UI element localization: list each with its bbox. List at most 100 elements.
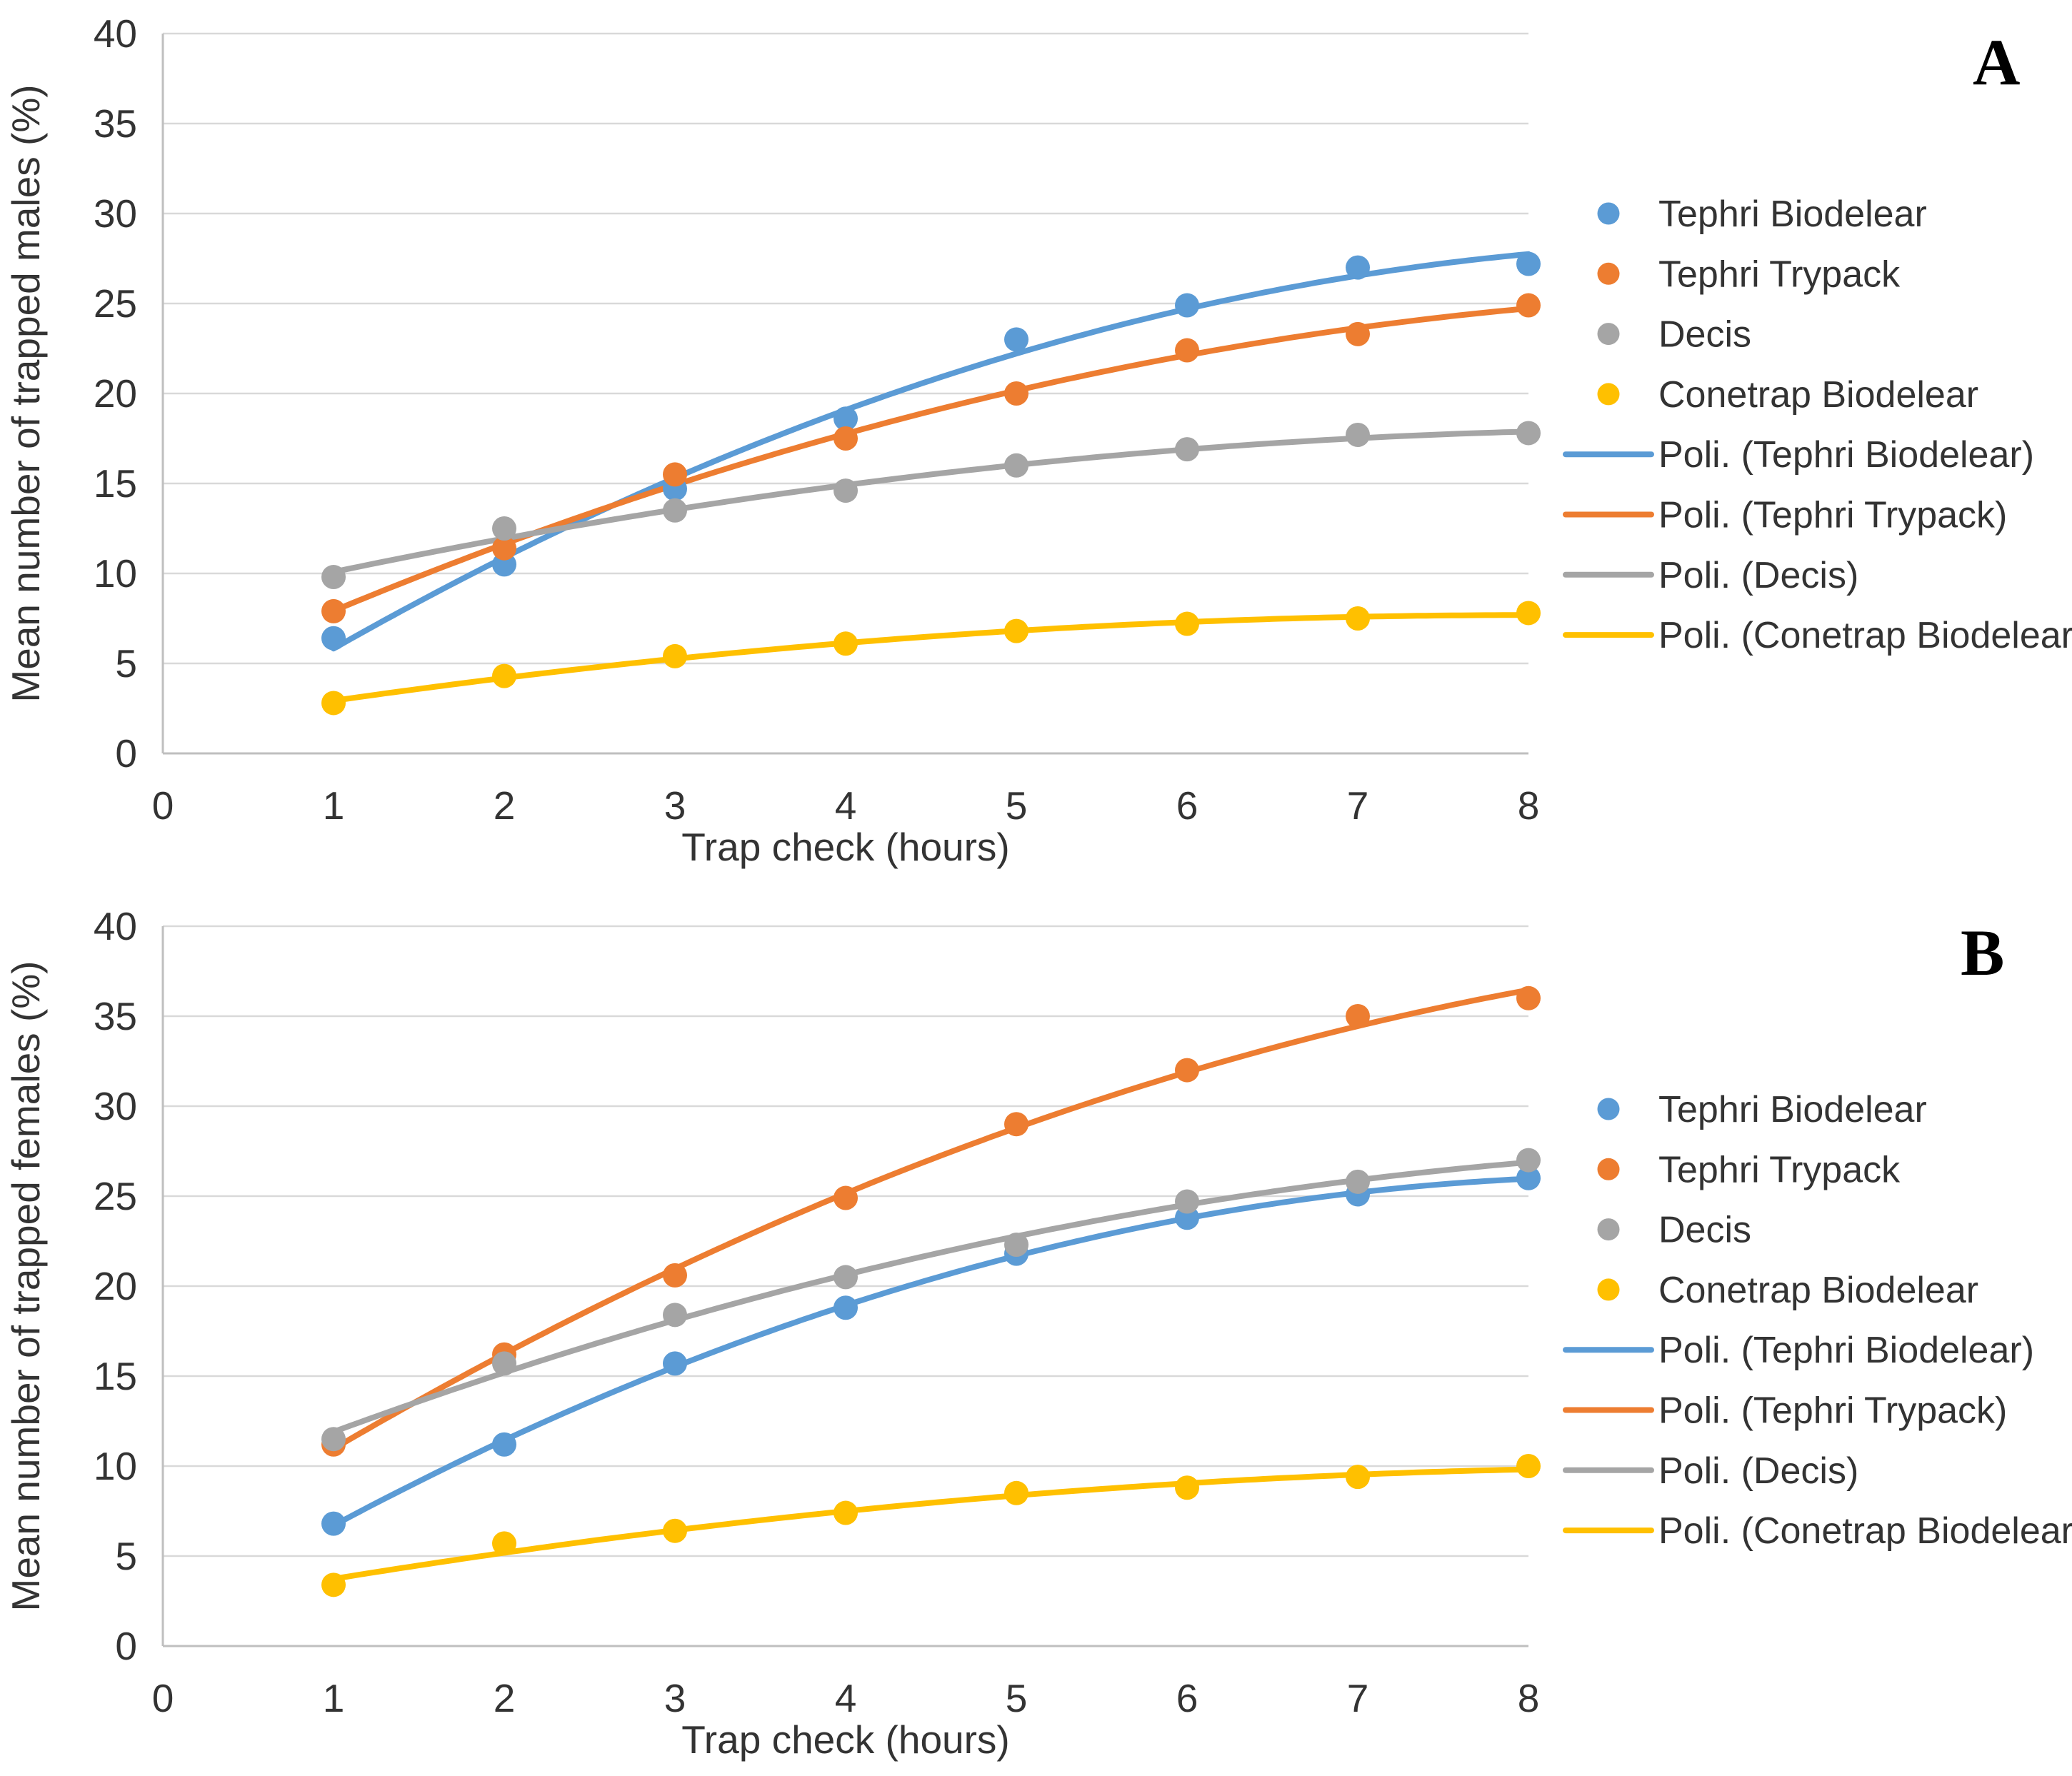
datapoint-tephri-trypack bbox=[492, 536, 516, 561]
x-tick-label: 2 bbox=[494, 783, 516, 828]
legend-item: Poli. (Decis) bbox=[1563, 555, 1858, 596]
legend-label: Poli. (Decis) bbox=[1658, 555, 1858, 596]
legend-label: Poli. (Decis) bbox=[1658, 1450, 1858, 1492]
datapoint-conetrap-biodelear bbox=[1004, 1480, 1029, 1505]
datapoint-tephri-biodelear bbox=[1516, 1165, 1541, 1190]
x-tick-label: 7 bbox=[1347, 783, 1369, 828]
legend-item: Poli. (Tephri Biodelear) bbox=[1563, 434, 2034, 476]
datapoint-decis bbox=[321, 1427, 346, 1452]
datapoint-decis bbox=[663, 1303, 687, 1328]
panel-letter: A bbox=[1973, 26, 2020, 99]
trendline-conetrap-biodelear bbox=[331, 612, 1531, 704]
y-tick-label: 35 bbox=[94, 101, 137, 146]
trendline-tephri-trypack bbox=[331, 987, 1531, 1452]
y-tick-label: 10 bbox=[94, 1444, 137, 1488]
x-tick-label: 7 bbox=[1347, 1676, 1369, 1720]
x-tick-label: 1 bbox=[323, 783, 345, 828]
y-tick-label: 20 bbox=[94, 1264, 137, 1308]
datapoint-conetrap-biodelear bbox=[1516, 1454, 1541, 1478]
legend-item: Conetrap Biodelear bbox=[1597, 1270, 1978, 1311]
datapoint-decis bbox=[1346, 1169, 1370, 1194]
datapoint-decis bbox=[1175, 437, 1199, 462]
y-tick-label: 15 bbox=[94, 1354, 137, 1398]
datapoint-tephri-biodelear bbox=[321, 1511, 346, 1536]
legend-marker-dot-icon bbox=[1597, 1278, 1620, 1301]
y-tick-label: 0 bbox=[115, 731, 137, 776]
datapoint-conetrap-biodelear bbox=[321, 691, 346, 716]
legend-marker-dot-icon bbox=[1597, 1098, 1620, 1120]
datapoint-decis bbox=[663, 498, 687, 523]
y-tick-label: 40 bbox=[94, 11, 137, 56]
datapoint-tephri-trypack bbox=[834, 1185, 858, 1210]
x-tick-label: 3 bbox=[664, 1676, 686, 1720]
legend-label: Tephri Biodelear bbox=[1658, 194, 1927, 235]
x-tick-label: 5 bbox=[1006, 783, 1028, 828]
legend-item: Tephri Trypack bbox=[1597, 1149, 1901, 1190]
datapoint-tephri-biodelear bbox=[1175, 293, 1199, 318]
panel-A: 0 5 10 15 20 25 30 35 40 0 1 2 3 4 5 6 7 8 Trap check (hou… bbox=[4, 11, 2072, 869]
legend-marker-dot-icon bbox=[1597, 323, 1620, 346]
legend-label: Decis bbox=[1658, 1210, 1751, 1251]
legend-label: Conetrap Biodelear bbox=[1658, 1270, 1978, 1311]
y-tick-label: 25 bbox=[94, 1174, 137, 1218]
legend-marker-dot-icon bbox=[1597, 383, 1620, 406]
datapoint-tephri-trypack bbox=[1175, 1058, 1199, 1083]
x-tick-label: 5 bbox=[1006, 1676, 1028, 1720]
datapoint-conetrap-biodelear bbox=[1175, 611, 1199, 636]
panel-B: 0 5 10 15 20 25 30 35 40 0 1 2 3 4 5 6 7 8 Trap check (hou… bbox=[4, 904, 2072, 1762]
datapoint-conetrap-biodelear bbox=[1516, 601, 1541, 626]
legend-marker-dot-icon bbox=[1597, 262, 1620, 285]
y-axis-title: Mean number of trapped males (%) bbox=[4, 84, 48, 702]
legend-item: Poli. (Tephri Trypack) bbox=[1563, 1390, 2007, 1432]
x-axis-title: Trap check (hours) bbox=[681, 825, 1010, 869]
x-tick-label: 1 bbox=[323, 1676, 345, 1720]
datapoint-tephri-biodelear bbox=[1004, 327, 1029, 352]
datapoint-conetrap-biodelear bbox=[834, 631, 858, 656]
legend-label: Poli. (Conetrap Biodelear) bbox=[1658, 1510, 2072, 1552]
x-tick-label: 0 bbox=[152, 783, 174, 828]
datapoint-tephri-trypack bbox=[834, 426, 858, 451]
datapoint-tephri-biodelear bbox=[492, 1432, 516, 1457]
x-tick-label: 8 bbox=[1518, 783, 1540, 828]
y-tick-label: 25 bbox=[94, 281, 137, 326]
legend-label: Decis bbox=[1658, 314, 1751, 356]
datapoint-tephri-trypack bbox=[1346, 321, 1370, 346]
datapoint-conetrap-biodelear bbox=[492, 1531, 516, 1556]
datapoint-conetrap-biodelear bbox=[1346, 606, 1370, 631]
datapoint-decis bbox=[1346, 422, 1370, 447]
datapoint-conetrap-biodelear bbox=[1004, 618, 1029, 643]
datapoint-conetrap-biodelear bbox=[321, 1572, 346, 1597]
trendline-tephri-biodelear bbox=[331, 1175, 1531, 1529]
legend-item: Poli. (Tephri Biodelear) bbox=[1563, 1330, 2034, 1371]
x-tick-label: 4 bbox=[835, 1676, 857, 1720]
legend-item: Decis bbox=[1597, 314, 1751, 356]
datapoint-tephri-trypack bbox=[663, 462, 687, 487]
legend-marker-dot-icon bbox=[1597, 1158, 1620, 1180]
y-tick-label: 30 bbox=[94, 191, 137, 236]
datapoint-decis bbox=[321, 565, 346, 590]
legend-label: Tephri Biodelear bbox=[1658, 1089, 1927, 1130]
y-tick-label: 40 bbox=[94, 904, 137, 948]
x-tick-label: 3 bbox=[664, 783, 686, 828]
datapoint-decis bbox=[1175, 1189, 1199, 1214]
legend-label: Conetrap Biodelear bbox=[1658, 374, 1978, 416]
x-tick-label: 0 bbox=[152, 1676, 174, 1720]
legend-panel-A: Tephri Biodelear Tephri Trypack Decis Conet… bbox=[1563, 194, 2072, 656]
y-tick-label: 15 bbox=[94, 461, 137, 506]
datapoint-tephri-biodelear bbox=[834, 406, 858, 431]
datapoint-tephri-trypack bbox=[1516, 293, 1541, 318]
datapoint-tephri-biodelear bbox=[834, 1295, 858, 1320]
datapoint-decis bbox=[492, 516, 516, 541]
datapoint-conetrap-biodelear bbox=[663, 1518, 687, 1543]
legend-item: Decis bbox=[1597, 1210, 1751, 1251]
legend-item: Poli. (Conetrap Biodelear) bbox=[1563, 615, 2072, 656]
datapoint-tephri-trypack bbox=[1004, 1112, 1029, 1137]
datapoint-decis bbox=[1516, 421, 1541, 446]
legend-label: Tephri Trypack bbox=[1658, 1149, 1901, 1190]
datapoint-conetrap-biodelear bbox=[834, 1500, 858, 1525]
legend-label: Poli. (Tephri Trypack) bbox=[1658, 1390, 2007, 1432]
panel-letter: B bbox=[1961, 916, 2004, 989]
legend-label: Poli. (Tephri Biodelear) bbox=[1658, 1330, 2034, 1371]
legend-item: Poli. (Decis) bbox=[1563, 1450, 1858, 1492]
